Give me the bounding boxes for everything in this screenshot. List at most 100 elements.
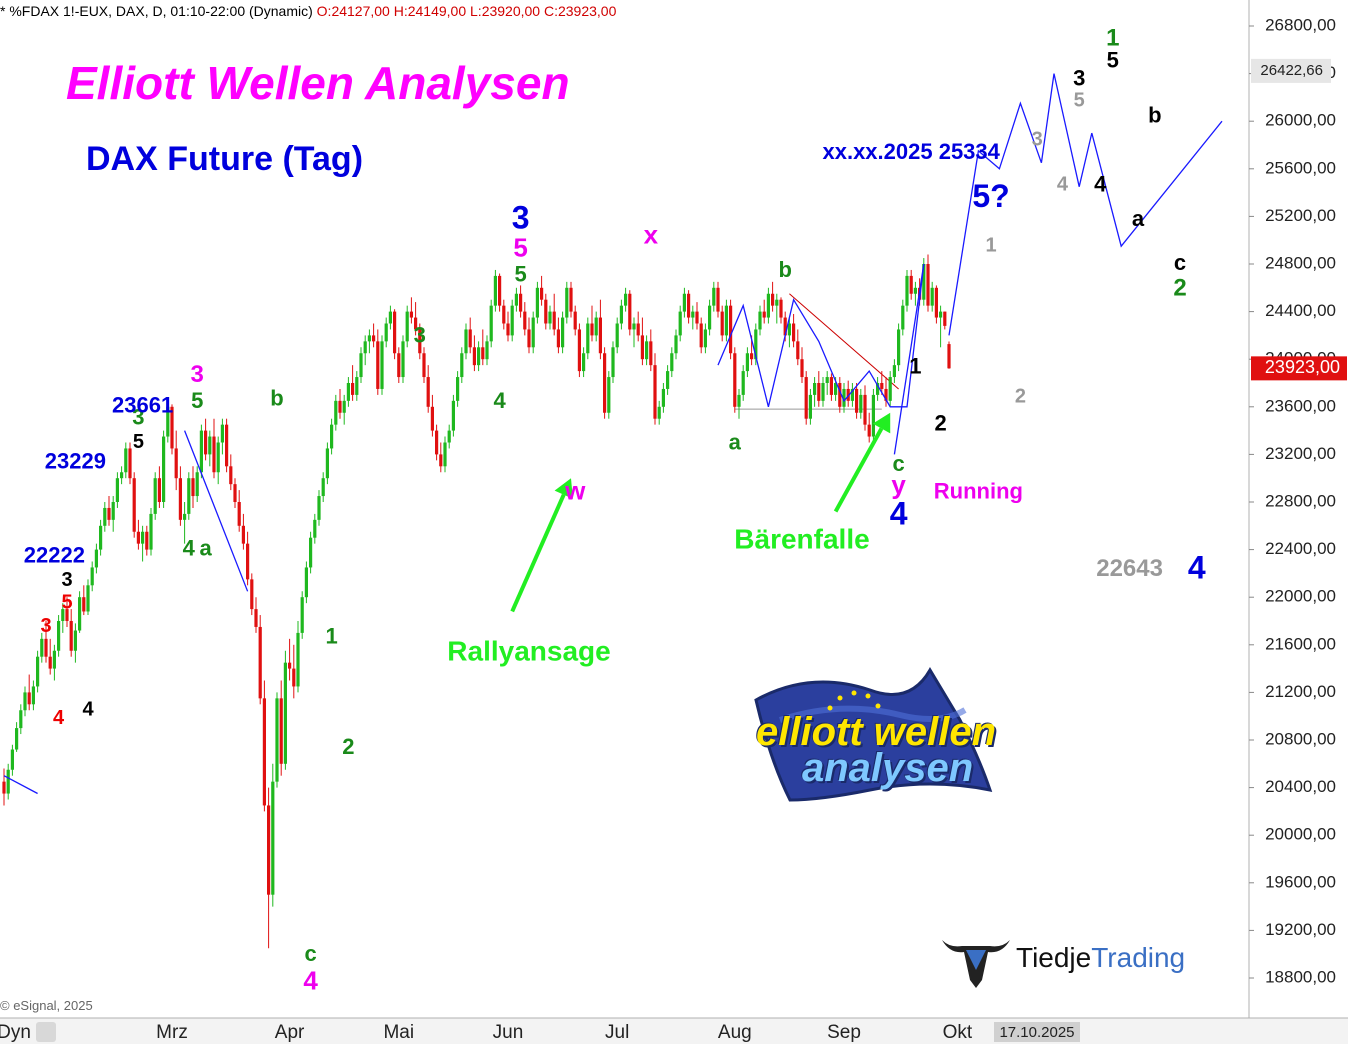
y-tick-label: 26000,00	[1265, 111, 1336, 130]
candle	[708, 299, 712, 336]
candle	[317, 490, 321, 526]
x-tick-label: Dyn	[0, 1022, 31, 1043]
candle-body	[204, 430, 208, 455]
wave-label: 3	[132, 405, 144, 430]
candle	[703, 323, 707, 354]
candle	[73, 623, 77, 663]
candle-body	[556, 329, 560, 348]
candle	[804, 371, 808, 425]
wave-label: b	[778, 257, 791, 282]
candle	[23, 686, 27, 717]
candle	[548, 305, 552, 330]
candle-body	[741, 371, 745, 395]
candle-body	[170, 406, 174, 449]
candle	[544, 293, 548, 330]
candle-body	[661, 388, 665, 407]
candle-body	[523, 311, 527, 330]
candle	[330, 418, 334, 455]
candle	[947, 341, 951, 369]
candle-body	[628, 293, 632, 330]
candle-body	[464, 329, 468, 354]
candle-body	[250, 579, 254, 610]
candle	[657, 400, 661, 425]
x-tick-label: Aug	[718, 1022, 752, 1043]
candle-body	[283, 662, 287, 764]
candle-body	[708, 305, 712, 330]
candle-body	[577, 329, 581, 372]
candle-body	[397, 353, 401, 378]
candle-body	[913, 287, 917, 294]
candle-body	[313, 519, 317, 538]
candle-body	[237, 502, 241, 526]
candle	[766, 287, 770, 324]
candle-body	[57, 621, 61, 651]
candle	[762, 299, 766, 324]
value-label: 22643	[1096, 555, 1163, 582]
candle	[435, 424, 439, 461]
candle	[540, 275, 544, 306]
candle	[523, 302, 527, 336]
candle-body	[489, 305, 493, 342]
candle-body	[800, 359, 804, 378]
candle-body	[422, 353, 426, 378]
candle	[880, 371, 884, 395]
candle	[414, 302, 418, 336]
x-axis-panel	[0, 1018, 1348, 1044]
candle-body	[834, 383, 838, 395]
candle-body	[149, 513, 153, 550]
candle-body	[367, 335, 371, 342]
candle-body	[573, 311, 577, 330]
candle-body	[178, 478, 182, 520]
candle-body	[724, 305, 728, 336]
candle	[292, 644, 296, 699]
candle	[443, 436, 447, 473]
y-tick-label: 23200,00	[1265, 444, 1336, 463]
candle-body	[132, 478, 136, 532]
candle	[817, 371, 821, 407]
candle-body	[380, 341, 384, 389]
candle-body	[65, 609, 69, 621]
x-tick-label: Apr	[275, 1022, 305, 1043]
candle-body	[729, 305, 733, 354]
candle	[65, 597, 69, 627]
candle	[586, 317, 590, 360]
candle-body	[94, 549, 98, 568]
candle	[237, 490, 241, 532]
wave-label: 2	[934, 410, 946, 435]
candle-body	[430, 406, 434, 431]
y-tick-label: 18800,00	[1265, 967, 1336, 986]
candle	[716, 281, 720, 318]
y-tick-label: 24400,00	[1265, 301, 1336, 320]
candle-body	[267, 805, 271, 895]
y-tick-label: 26800,00	[1265, 15, 1336, 34]
candle-body	[775, 299, 779, 306]
candle	[342, 394, 346, 425]
candle-body	[309, 537, 313, 568]
candle-body	[23, 692, 27, 711]
candle	[888, 371, 892, 407]
candle	[930, 281, 934, 312]
candle	[283, 650, 287, 770]
chart-header: * %FDAX 1!-EUX, DAX, D, 01:10-22:00 (Dyn…	[0, 3, 616, 19]
candle	[48, 638, 52, 675]
x-tick-label: Sep	[827, 1022, 861, 1043]
candle-body	[863, 394, 867, 425]
candle-body	[363, 341, 367, 354]
eu-flag-icon	[754, 667, 993, 802]
candle	[229, 454, 233, 491]
candle-body	[506, 323, 510, 336]
candle	[271, 763, 275, 907]
candle	[477, 341, 481, 372]
candle	[687, 290, 691, 324]
candle-body	[716, 287, 720, 312]
candle-body	[485, 341, 489, 360]
candle-body	[733, 353, 737, 407]
candle	[913, 281, 917, 306]
candle-body	[544, 299, 548, 324]
candle	[527, 317, 531, 354]
candle-body	[174, 448, 178, 479]
y-tick-label: 24800,00	[1265, 253, 1336, 272]
candle-body	[498, 275, 502, 306]
